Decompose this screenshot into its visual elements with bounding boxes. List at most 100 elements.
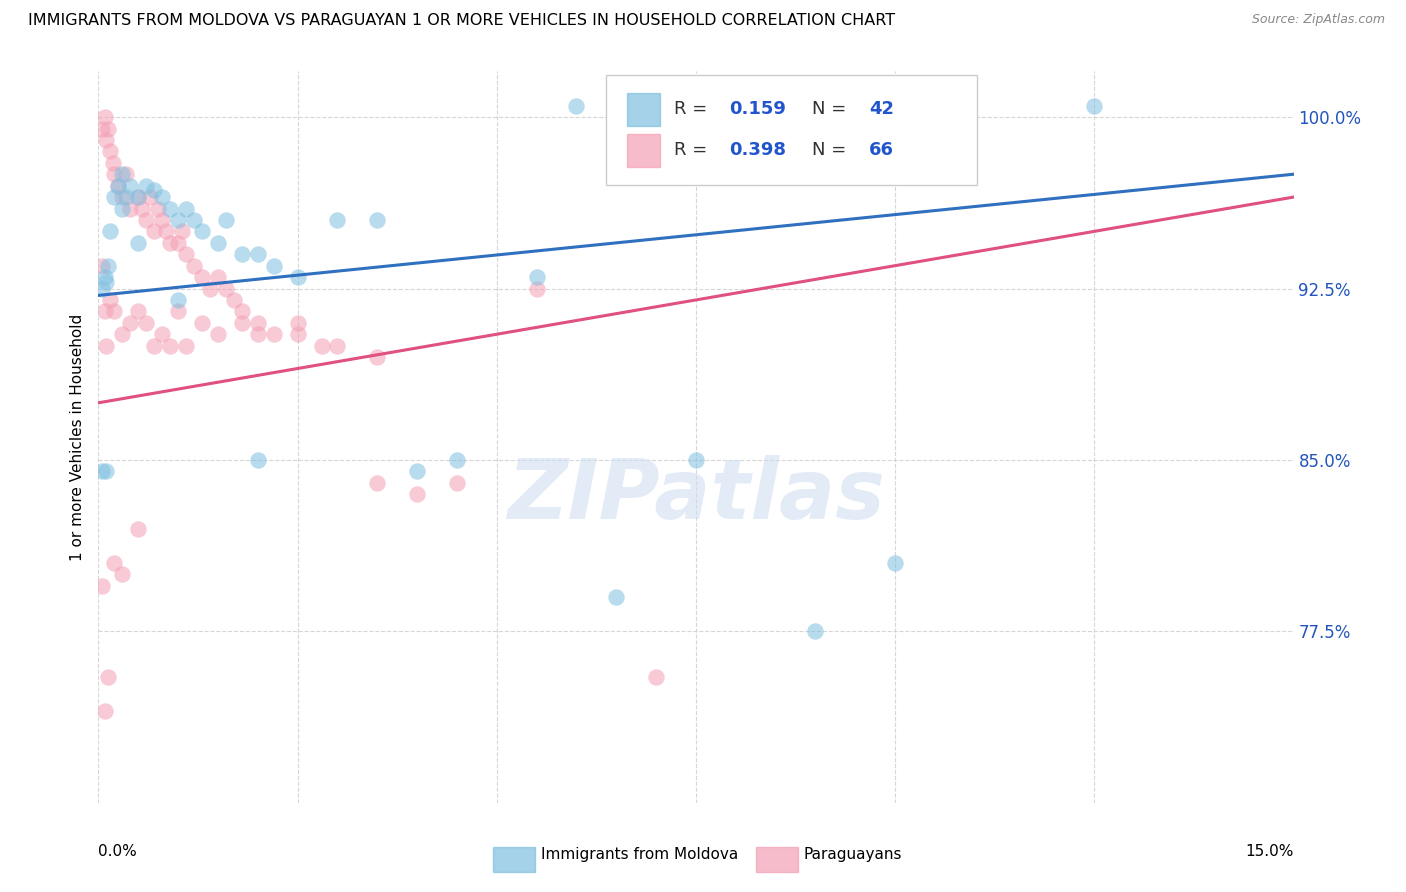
- Point: [150, 213, 173, 227]
- Point: [155, 224, 177, 238]
- Point: [263, 327, 285, 342]
- Point: [127, 190, 149, 204]
- Point: [287, 327, 309, 342]
- Point: [135, 213, 157, 227]
- Point: [172, 224, 194, 238]
- Text: 66: 66: [869, 141, 894, 160]
- Point: [111, 567, 134, 582]
- Point: [103, 190, 125, 204]
- Point: [207, 270, 229, 285]
- Point: [111, 327, 134, 342]
- Text: ZIPatlas: ZIPatlas: [508, 455, 884, 536]
- Point: [96, 464, 118, 478]
- FancyBboxPatch shape: [606, 75, 977, 185]
- Point: [246, 247, 269, 261]
- FancyBboxPatch shape: [494, 847, 534, 872]
- Point: [366, 213, 388, 227]
- Text: 0.398: 0.398: [730, 141, 786, 160]
- Point: [605, 590, 627, 604]
- Point: [231, 247, 253, 261]
- Point: [97, 259, 120, 273]
- Point: [98, 224, 122, 238]
- Point: [884, 556, 907, 570]
- Point: [159, 338, 181, 352]
- Point: [94, 704, 117, 718]
- Point: [191, 270, 214, 285]
- Point: [207, 327, 229, 342]
- Point: [804, 624, 827, 639]
- Point: [446, 475, 468, 490]
- Point: [107, 178, 129, 193]
- Point: [98, 145, 122, 159]
- Point: [96, 338, 118, 352]
- Point: [91, 281, 114, 295]
- Point: [98, 293, 122, 307]
- Point: [174, 247, 197, 261]
- Text: Paraguayans: Paraguayans: [804, 847, 903, 862]
- Text: Source: ZipAtlas.com: Source: ZipAtlas.com: [1251, 13, 1385, 27]
- Point: [97, 670, 120, 684]
- Point: [183, 259, 205, 273]
- Text: 0.159: 0.159: [730, 101, 786, 119]
- Point: [207, 235, 229, 250]
- Point: [91, 121, 114, 136]
- Text: 15.0%: 15.0%: [1246, 844, 1294, 859]
- Point: [127, 235, 149, 250]
- Point: [287, 316, 309, 330]
- Point: [94, 110, 117, 124]
- Point: [111, 202, 134, 216]
- Y-axis label: 1 or more Vehicles in Household: 1 or more Vehicles in Household: [69, 313, 84, 561]
- Point: [103, 167, 125, 181]
- Point: [103, 556, 125, 570]
- Point: [115, 167, 138, 181]
- FancyBboxPatch shape: [627, 134, 661, 167]
- Point: [183, 213, 205, 227]
- Point: [231, 316, 253, 330]
- Point: [446, 453, 468, 467]
- Text: 0.0%: 0.0%: [98, 844, 138, 859]
- Point: [366, 350, 388, 364]
- Point: [148, 202, 170, 216]
- Point: [198, 281, 221, 295]
- Point: [139, 190, 162, 204]
- Text: 42: 42: [869, 101, 894, 119]
- Point: [143, 183, 166, 197]
- Point: [135, 316, 157, 330]
- Text: R =: R =: [675, 141, 713, 160]
- Point: [311, 338, 333, 352]
- Point: [406, 464, 429, 478]
- Point: [120, 316, 142, 330]
- Point: [159, 202, 181, 216]
- Point: [526, 270, 548, 285]
- Point: [94, 304, 117, 318]
- Point: [103, 304, 125, 318]
- Point: [215, 281, 238, 295]
- Point: [167, 293, 190, 307]
- Point: [135, 178, 157, 193]
- Point: [120, 178, 142, 193]
- Point: [150, 190, 173, 204]
- Point: [246, 316, 269, 330]
- Text: N =: N =: [811, 101, 852, 119]
- Point: [191, 316, 214, 330]
- Point: [159, 235, 181, 250]
- Text: R =: R =: [675, 101, 713, 119]
- Point: [565, 98, 588, 112]
- Point: [91, 259, 114, 273]
- Point: [263, 259, 285, 273]
- Point: [167, 213, 190, 227]
- Point: [127, 190, 149, 204]
- Point: [526, 281, 548, 295]
- Point: [167, 235, 190, 250]
- Point: [143, 224, 166, 238]
- Point: [127, 304, 149, 318]
- Point: [96, 275, 118, 289]
- Point: [174, 338, 197, 352]
- Point: [645, 670, 668, 684]
- Point: [222, 293, 245, 307]
- FancyBboxPatch shape: [627, 93, 661, 126]
- Text: Immigrants from Moldova: Immigrants from Moldova: [541, 847, 738, 862]
- Text: IMMIGRANTS FROM MOLDOVA VS PARAGUAYAN 1 OR MORE VEHICLES IN HOUSEHOLD CORRELATIO: IMMIGRANTS FROM MOLDOVA VS PARAGUAYAN 1 …: [28, 13, 896, 29]
- Point: [191, 224, 214, 238]
- Point: [107, 178, 129, 193]
